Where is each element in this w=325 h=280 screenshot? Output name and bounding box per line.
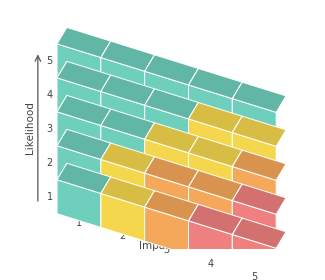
Polygon shape — [232, 235, 276, 280]
Polygon shape — [101, 109, 155, 139]
Polygon shape — [188, 204, 198, 255]
Polygon shape — [188, 171, 242, 200]
Polygon shape — [57, 27, 67, 78]
Polygon shape — [57, 61, 111, 92]
Polygon shape — [101, 92, 145, 139]
Polygon shape — [57, 27, 111, 58]
Polygon shape — [101, 177, 155, 207]
Polygon shape — [101, 177, 111, 227]
Polygon shape — [101, 41, 155, 71]
Polygon shape — [57, 129, 111, 160]
Polygon shape — [188, 204, 242, 235]
Polygon shape — [145, 71, 188, 119]
Polygon shape — [145, 105, 188, 153]
Polygon shape — [57, 95, 111, 125]
Text: 5: 5 — [46, 56, 53, 66]
Polygon shape — [57, 112, 101, 160]
Polygon shape — [101, 41, 111, 92]
Polygon shape — [188, 136, 242, 167]
Polygon shape — [232, 218, 286, 248]
Polygon shape — [145, 191, 198, 221]
Text: 3: 3 — [163, 245, 170, 255]
Polygon shape — [57, 78, 101, 125]
Polygon shape — [101, 160, 145, 207]
Polygon shape — [57, 180, 101, 227]
Polygon shape — [101, 143, 155, 173]
Polygon shape — [57, 163, 111, 193]
Text: 5: 5 — [251, 272, 257, 280]
Polygon shape — [188, 85, 232, 133]
Polygon shape — [57, 163, 67, 214]
Polygon shape — [232, 150, 286, 180]
Polygon shape — [145, 123, 198, 153]
Polygon shape — [188, 69, 242, 99]
Polygon shape — [145, 89, 198, 119]
Polygon shape — [232, 167, 276, 214]
Polygon shape — [232, 133, 276, 180]
Polygon shape — [101, 143, 111, 193]
Polygon shape — [232, 184, 242, 235]
Polygon shape — [145, 191, 155, 241]
Text: Likelihood: Likelihood — [25, 101, 35, 154]
Polygon shape — [145, 157, 155, 207]
Polygon shape — [188, 119, 232, 167]
Polygon shape — [145, 157, 198, 187]
Polygon shape — [188, 187, 232, 235]
Polygon shape — [232, 82, 242, 133]
Polygon shape — [101, 193, 145, 241]
Polygon shape — [101, 75, 155, 105]
Polygon shape — [232, 200, 276, 248]
Text: Impact: Impact — [139, 241, 175, 251]
Polygon shape — [145, 55, 155, 105]
Polygon shape — [101, 58, 145, 105]
Polygon shape — [57, 146, 101, 193]
Text: 3: 3 — [46, 124, 53, 134]
Polygon shape — [57, 61, 67, 112]
Text: 1: 1 — [46, 192, 53, 202]
Polygon shape — [232, 116, 242, 167]
Polygon shape — [57, 129, 67, 180]
Polygon shape — [145, 207, 188, 255]
Polygon shape — [188, 153, 232, 200]
Text: 1: 1 — [76, 218, 82, 228]
Polygon shape — [57, 95, 67, 146]
Polygon shape — [145, 89, 155, 139]
Polygon shape — [232, 218, 242, 269]
Polygon shape — [232, 116, 286, 146]
Text: 4: 4 — [207, 259, 214, 269]
Polygon shape — [232, 184, 286, 214]
Polygon shape — [188, 69, 198, 119]
Polygon shape — [188, 102, 242, 133]
Polygon shape — [145, 173, 188, 221]
Text: 2: 2 — [120, 231, 126, 241]
Polygon shape — [101, 125, 145, 173]
Polygon shape — [145, 123, 155, 173]
Polygon shape — [232, 150, 242, 200]
Polygon shape — [57, 44, 101, 92]
Polygon shape — [188, 221, 232, 269]
Polygon shape — [101, 109, 111, 160]
Text: 4: 4 — [46, 90, 53, 100]
Polygon shape — [101, 75, 111, 125]
Polygon shape — [145, 139, 188, 187]
Polygon shape — [188, 102, 198, 153]
Polygon shape — [232, 99, 276, 146]
Polygon shape — [188, 171, 198, 221]
Text: 2: 2 — [46, 158, 53, 168]
Polygon shape — [188, 136, 198, 187]
Polygon shape — [145, 55, 198, 85]
Polygon shape — [232, 82, 286, 112]
